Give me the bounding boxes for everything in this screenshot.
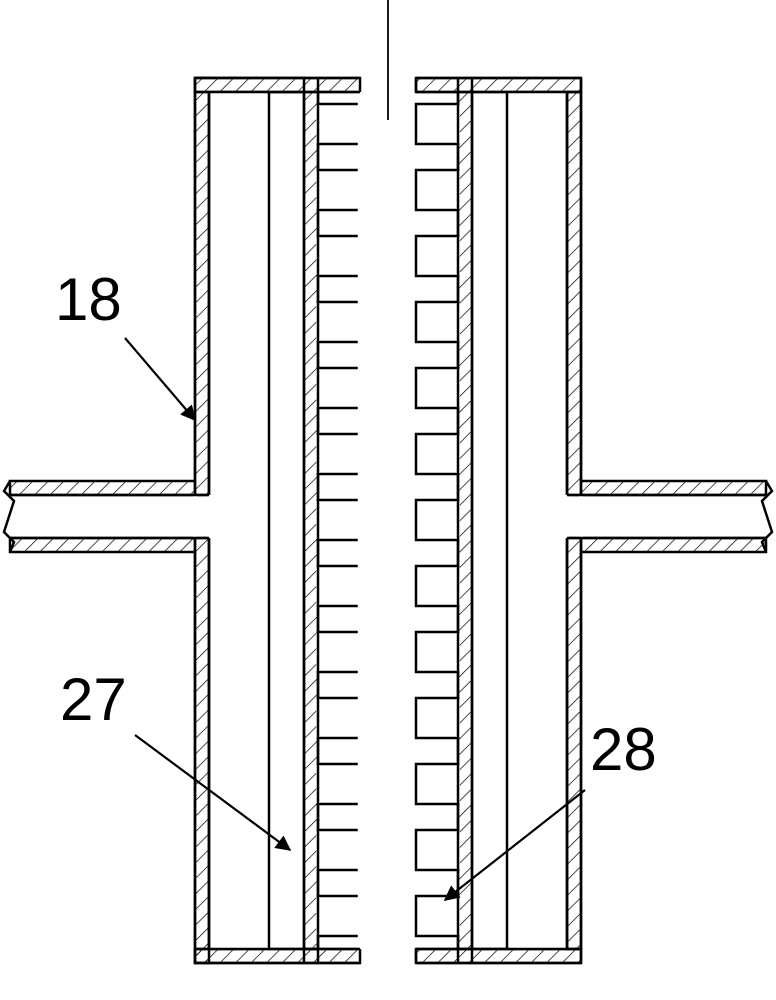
label-27: 27 xyxy=(60,666,127,733)
label-28: 28 xyxy=(590,716,657,783)
label-18: 18 xyxy=(55,266,122,333)
diagram-canvas: 18 27 28 xyxy=(0,0,776,1000)
label-18-leader xyxy=(125,338,195,420)
